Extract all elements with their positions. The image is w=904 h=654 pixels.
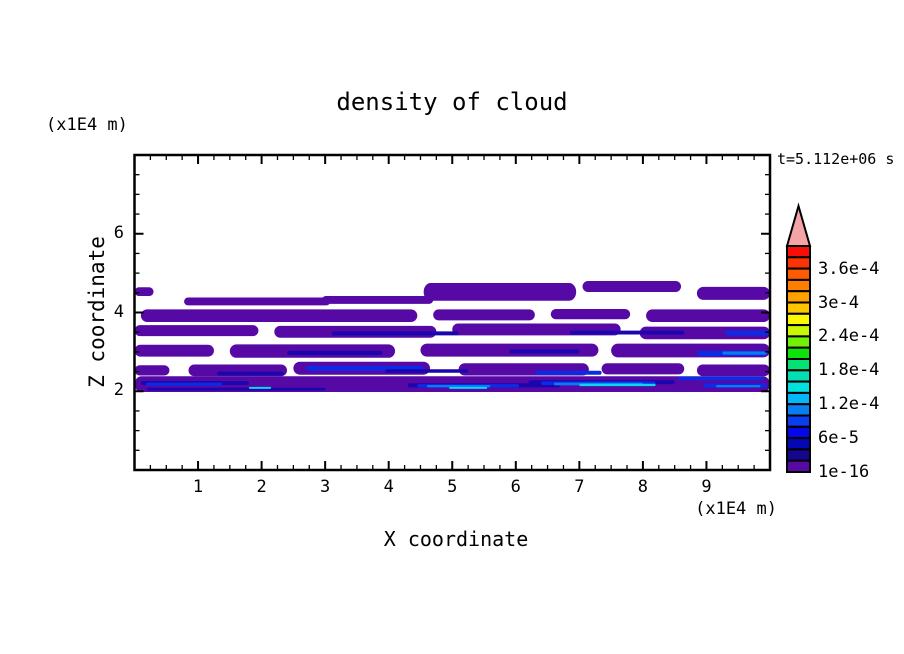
colorbar-cell [786, 335, 811, 349]
cloud-streak [534, 370, 602, 375]
colorbar-tick-label: 1.2e-4 [818, 394, 880, 415]
cloud-streak [696, 286, 770, 300]
cloud-streak [134, 365, 170, 376]
cloud-streak [217, 371, 284, 376]
colorbar-tick-label: 3.6e-4 [818, 258, 880, 279]
colorbar-tick-label: 3e-4 [818, 292, 859, 313]
cloud-streak [715, 384, 761, 388]
colorbar-cell [786, 346, 811, 361]
colorbar-cell [786, 278, 811, 293]
x-axis-label: X coordinate [383, 527, 529, 551]
cloud-streak [569, 330, 685, 335]
cloud-streak [582, 281, 682, 293]
cloud-streak [433, 309, 535, 321]
x-tick-label: 2 [256, 477, 267, 497]
z-tick-label: 2 [113, 380, 124, 401]
cloud-streak [722, 351, 767, 355]
cloud-field [134, 281, 770, 393]
chart-title: density of cloud [336, 88, 568, 116]
colorbar-cell [786, 267, 811, 281]
colorbar-cell [786, 425, 811, 440]
colorbar-cell [786, 391, 811, 406]
cloud-streak [134, 325, 259, 337]
colorbar-cell [786, 256, 811, 270]
x-tick-label: 8 [637, 477, 649, 497]
x-axis-unit-label: (x1E4 m) [695, 499, 777, 519]
colorbar-cell [786, 324, 811, 338]
colorbar-cell [786, 403, 811, 417]
colorbar-tick-label: 1e-16 [818, 462, 870, 482]
colorbar-cell [786, 312, 811, 327]
colorbar-cell [786, 301, 811, 315]
colorbar-overflow-arrow [785, 202, 812, 247]
x-tick-label: 4 [383, 477, 394, 497]
cloud-streak [423, 282, 577, 301]
cloud-streak [725, 330, 770, 336]
cloud-streak [579, 383, 656, 387]
colorbar-cell [786, 245, 811, 259]
x-tick-label: 7 [574, 477, 585, 497]
colorbar-cell [786, 414, 811, 428]
time-annotation: t=5.112e+06 s [777, 150, 895, 168]
colorbar-tick-label: 2.4e-4 [818, 326, 880, 347]
cloud-streak [134, 287, 154, 296]
z-tick-label: 4 [113, 301, 124, 322]
x-tick-label: 5 [447, 477, 458, 497]
colorbar-cell [786, 369, 811, 383]
z-tick-label: 6 [113, 222, 124, 243]
plot-frame [133, 153, 772, 472]
cloud-streak [426, 384, 491, 388]
cloud-streak [184, 297, 331, 306]
x-tick-label: 3 [320, 477, 331, 497]
cloud-streak [331, 331, 459, 336]
colorbar-cell [786, 437, 811, 451]
colorbar-cell [786, 448, 811, 462]
cloud-streak [449, 386, 488, 389]
cloud-streak [287, 350, 383, 356]
colorbar-cell [786, 459, 811, 474]
cloud-streak [134, 344, 214, 357]
cloud-streak [145, 382, 223, 386]
colorbar-cell [786, 358, 811, 372]
colorbar-tick-label: 1.8e-4 [818, 360, 880, 381]
cloud-streak [248, 386, 272, 389]
x-tick-label: 9 [701, 477, 712, 497]
cloud-streak [550, 308, 631, 320]
cloud-streak [696, 364, 770, 377]
x-tick-label: 6 [510, 477, 521, 497]
cloud-streak [385, 369, 469, 373]
cloud-streak [321, 295, 434, 304]
cloud-streak [646, 309, 770, 322]
x-tick-label: 1 [192, 477, 204, 497]
cloud-streak [140, 309, 418, 322]
colorbar-cell [786, 290, 811, 304]
cloud-streak [639, 326, 770, 340]
colorbar-cell [786, 380, 811, 394]
cloud-streak [601, 363, 685, 375]
cloud-streak [677, 376, 764, 381]
z-axis-unit-label: (x1E4 m) [46, 115, 128, 135]
cloud-streak [509, 349, 580, 354]
cloud-streak [147, 387, 326, 391]
colorbar-tick-label: 6e-5 [818, 428, 859, 449]
